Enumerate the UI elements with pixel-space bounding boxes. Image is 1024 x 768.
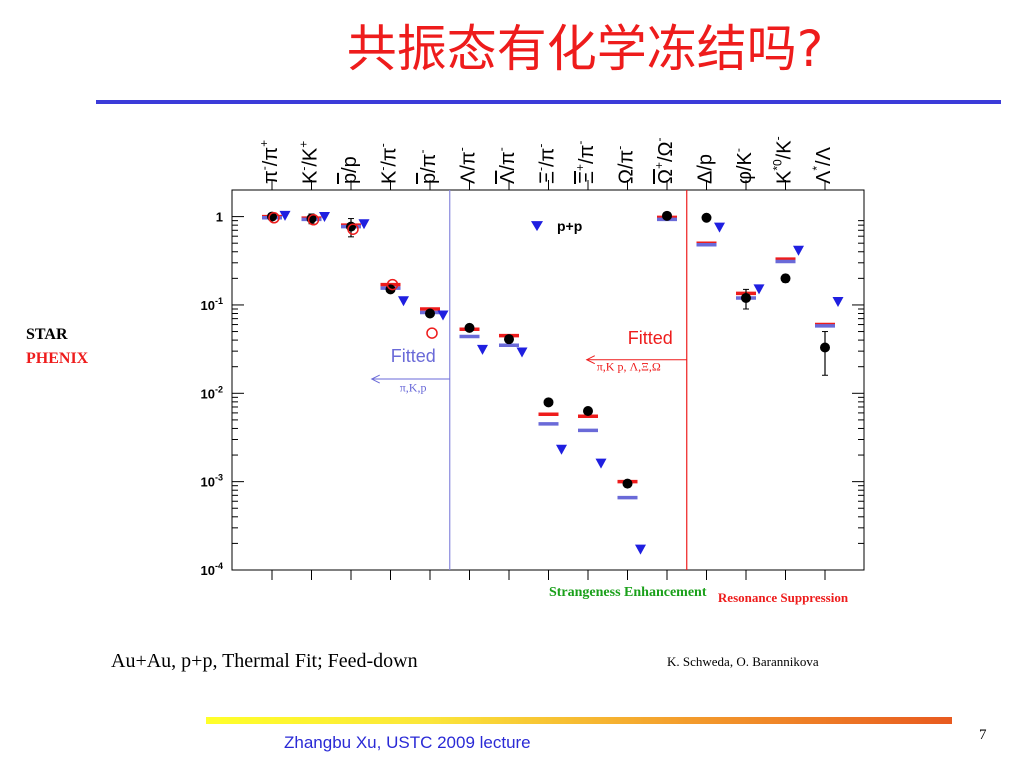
category-label: Ξ-/π- [534,144,559,184]
pp-point [793,245,804,256]
fitted-left-annotation: Fitted π,K,p [370,346,450,394]
resonance-label: Resonance Suppression [718,590,849,605]
star-point [464,322,475,333]
category-label: Λ/π- [455,147,480,184]
category-label-text: Λ/π- [455,147,480,184]
pp-point [516,347,528,358]
category-label-text: π-/π+ [257,140,282,184]
category-label-text: Δ/p [695,154,717,184]
fitted-right-title: Fitted [628,328,673,348]
category-label: K-/π- [376,143,401,184]
category-label-text: Ξ-/π- [534,144,559,184]
fitted-right-sub: π,K p, Λ,Ξ,Ω [597,360,661,374]
category-label: K-/K+ [297,141,322,184]
star-label: STAR [26,326,68,343]
slide-title: 共振态有化学冻结吗? [346,20,824,78]
y-tick-label: 1 [216,210,223,225]
category-label: π-/π+ [257,140,282,184]
star-point [820,342,830,353]
category-label: p/π- [415,150,440,184]
pp-point [279,210,291,221]
star-point [583,406,593,417]
pp-point [556,444,567,455]
y-tick-label: 10-2 [201,384,223,401]
fitted-left-title: Fitted [391,346,436,366]
bottom-caption: Au+Au, p+p, Thermal Fit; Feed-down [111,650,418,672]
category-label: K*0/K- [771,136,796,184]
fitted-left-arrowhead [370,374,380,384]
star-point [741,292,751,303]
phenix-point [426,327,438,339]
category-label-text: Ω+/Ω- [652,138,677,184]
star-point [504,334,514,345]
category-label: φ/K- [731,148,756,184]
category-label: Δ/p [695,154,717,184]
pp-point [319,211,330,222]
star-point [662,210,672,221]
star-point [780,273,791,284]
pp-point [714,222,725,233]
category-label: Λ*/Λ [810,146,835,184]
legend-label: p+p [557,218,582,234]
particle-ratio-chart: 1 10-1 10-2 10-3 10-4 π-/π+ K-/K+ p/p K-/π-p/π- Λ… [201,136,865,605]
category-label: Ξ+/π- [573,141,598,184]
legend: p+p [531,218,582,234]
series-star [267,210,830,489]
footer-text: Zhangbu Xu, USTC 2009 lecture [284,733,531,752]
category-label: Ω/π- [613,146,638,184]
y-tick-label: 10-3 [201,473,223,490]
pp-point [753,284,765,295]
series-p-p [279,210,844,555]
phenix-point [268,212,280,224]
category-label-text: Λ/π- [494,147,519,184]
category-label-text: K-/π- [376,143,401,184]
category-label-text: Ξ+/π- [573,141,598,184]
category-label-text: K-/K+ [297,141,322,184]
pp-point [595,458,607,469]
legend-marker [531,221,543,232]
star-point [701,212,712,223]
fitted-right-arrowhead [585,355,595,365]
fitted-left-sub: π,K,p [400,380,427,394]
category-label: p/p [339,156,361,184]
phenix-point [347,223,359,235]
plot-frame [231,189,865,571]
star-point [622,478,633,489]
category-label-text: φ/K- [731,148,756,184]
pp-point [398,296,409,307]
phenix-label: PHENIX [26,350,89,367]
category-label-text: Ω/π- [613,146,638,184]
y-tick-label: 10-1 [201,296,223,313]
category-label-text: K*0/K- [771,136,796,184]
category-label: Ω+/Ω- [652,138,677,184]
y-axis-ticks [232,189,864,571]
series-fit-red [262,214,835,484]
category-label: Λ/π- [494,147,519,184]
title-rule [96,100,1001,104]
pp-point [477,344,488,355]
star-point [543,397,554,408]
category-label-text: p/π- [415,150,440,184]
y-tick-label: 10-4 [201,561,223,578]
page-number: 7 [979,727,987,743]
pp-point [358,219,370,230]
category-label-text: Λ*/Λ [810,146,835,184]
star-point [425,308,435,319]
footer-bar [206,717,952,724]
pp-point [635,544,646,555]
pp-point [437,310,449,321]
phenix-point [386,278,399,291]
strangeness-label: Strangeness Enhancement [549,585,707,600]
pp-point [832,296,844,307]
phenix-point [307,214,320,226]
credit-text: K. Schweda, O. Barannikova [667,654,819,669]
series-phenix [268,212,438,339]
category-label-text: p/p [339,156,361,184]
series-fit-blue [262,216,835,500]
fitted-right-annotation: Fitted π,K p, Λ,Ξ,Ω [585,328,687,374]
